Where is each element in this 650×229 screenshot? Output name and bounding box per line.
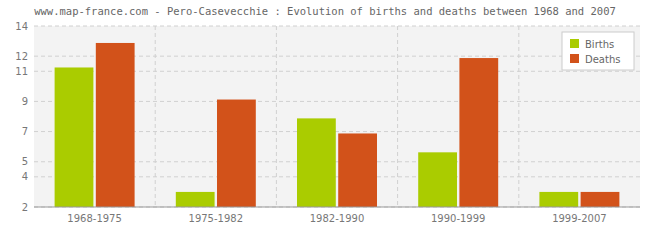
- x-tick-label: 1975-1982: [189, 213, 244, 224]
- x-tick-label: 1968-1975: [67, 213, 122, 224]
- chart-container: www.map-france.com - Pero-Casevecchie : …: [0, 0, 650, 229]
- x-axis-line: [34, 207, 640, 208]
- legend-label: Births: [585, 39, 614, 50]
- chart-title: www.map-france.com - Pero-Casevecchie : …: [34, 5, 616, 17]
- bar: [459, 58, 498, 207]
- grid-line: [34, 26, 640, 27]
- bar: [217, 100, 256, 207]
- y-tick-label: 7: [22, 126, 28, 137]
- x-tick-label: 1990-1999: [431, 213, 486, 224]
- legend-box: [562, 32, 634, 70]
- y-tick-label: 5: [22, 156, 28, 167]
- group-separator: [518, 26, 519, 207]
- bar: [96, 43, 135, 207]
- y-tick-label: 11: [15, 66, 28, 77]
- bar: [581, 192, 620, 207]
- x-tick-label: 1982-1990: [310, 213, 365, 224]
- bar: [55, 67, 94, 207]
- bar: [539, 192, 578, 207]
- y-tick-label: 9: [22, 96, 28, 107]
- y-tick-label: 4: [22, 171, 28, 182]
- y-tick-label: 2: [22, 202, 28, 213]
- group-separator: [276, 26, 277, 207]
- y-tick-label: 12: [15, 51, 28, 62]
- chart-svg: www.map-france.com - Pero-Casevecchie : …: [0, 0, 650, 229]
- y-tick-label: 14: [15, 21, 28, 32]
- bar: [297, 118, 336, 207]
- group-separator: [155, 26, 156, 207]
- plot-background: [34, 26, 640, 207]
- bar: [338, 133, 377, 207]
- bar: [418, 152, 457, 207]
- legend-swatch: [570, 54, 579, 63]
- grid: [34, 26, 640, 207]
- legend: Births Deaths: [562, 32, 634, 70]
- x-tick-label: 1999-2007: [552, 213, 607, 224]
- legend-swatch: [570, 39, 579, 48]
- bars: [55, 43, 620, 207]
- group-separator: [397, 26, 398, 207]
- legend-label: Deaths: [585, 54, 620, 65]
- bar: [176, 192, 215, 207]
- grid-line: [34, 207, 640, 208]
